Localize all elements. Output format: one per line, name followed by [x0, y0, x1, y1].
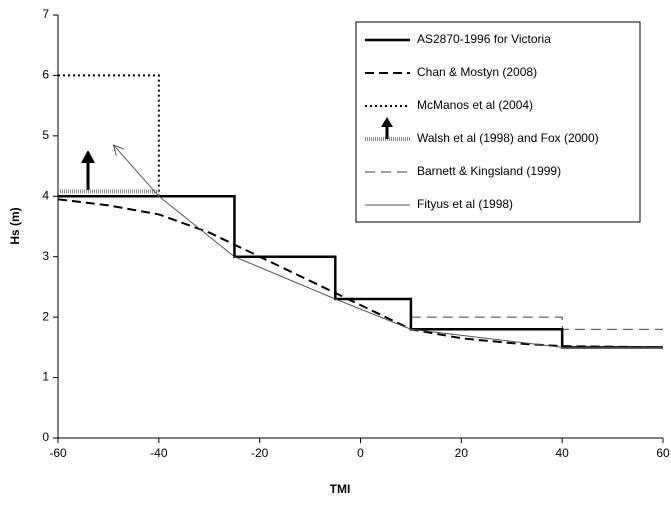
- annotation-arrowhead: [81, 150, 95, 163]
- y-tick-label: 7: [42, 7, 49, 21]
- legend-label: Barnett & Kingsland (1999): [417, 164, 561, 178]
- x-tick-label: -20: [251, 446, 269, 460]
- y-axis-title: Hs (m): [8, 207, 22, 244]
- x-axis-title: TMI: [330, 482, 351, 496]
- x-tick-label: -60: [49, 446, 67, 460]
- series-line: [58, 195, 663, 349]
- y-tick-label: 4: [42, 188, 49, 202]
- x-tick-label: 40: [555, 446, 569, 460]
- legend-label: Fityus et al (1998): [417, 197, 513, 211]
- legend-box: [355, 21, 641, 223]
- y-tick-label: 3: [42, 249, 49, 263]
- series-line: [113, 145, 663, 348]
- y-tick-label: 5: [42, 128, 49, 142]
- x-tick-label: 60: [656, 446, 670, 460]
- series-line: [410, 316, 663, 330]
- x-tick-label: -40: [150, 446, 168, 460]
- legend-arrowhead: [381, 117, 393, 127]
- series-line: [58, 74, 160, 197]
- legend-label: Walsh et al (1998) and Fox (2000): [417, 131, 599, 145]
- x-tick-label: 0: [357, 446, 364, 460]
- legend-label: Chan & Mostyn (2008): [417, 65, 537, 79]
- y-tick-label: 6: [42, 68, 49, 82]
- y-tick-label: 1: [42, 370, 49, 384]
- y-tick-label: 0: [42, 430, 49, 444]
- legend-label: McManos et al (2004): [417, 98, 533, 112]
- x-tick-label: 20: [455, 446, 469, 460]
- series-line: [57, 198, 664, 349]
- y-tick-label: 2: [42, 309, 49, 323]
- legend-label: AS2870-1996 for Victoria: [417, 32, 551, 46]
